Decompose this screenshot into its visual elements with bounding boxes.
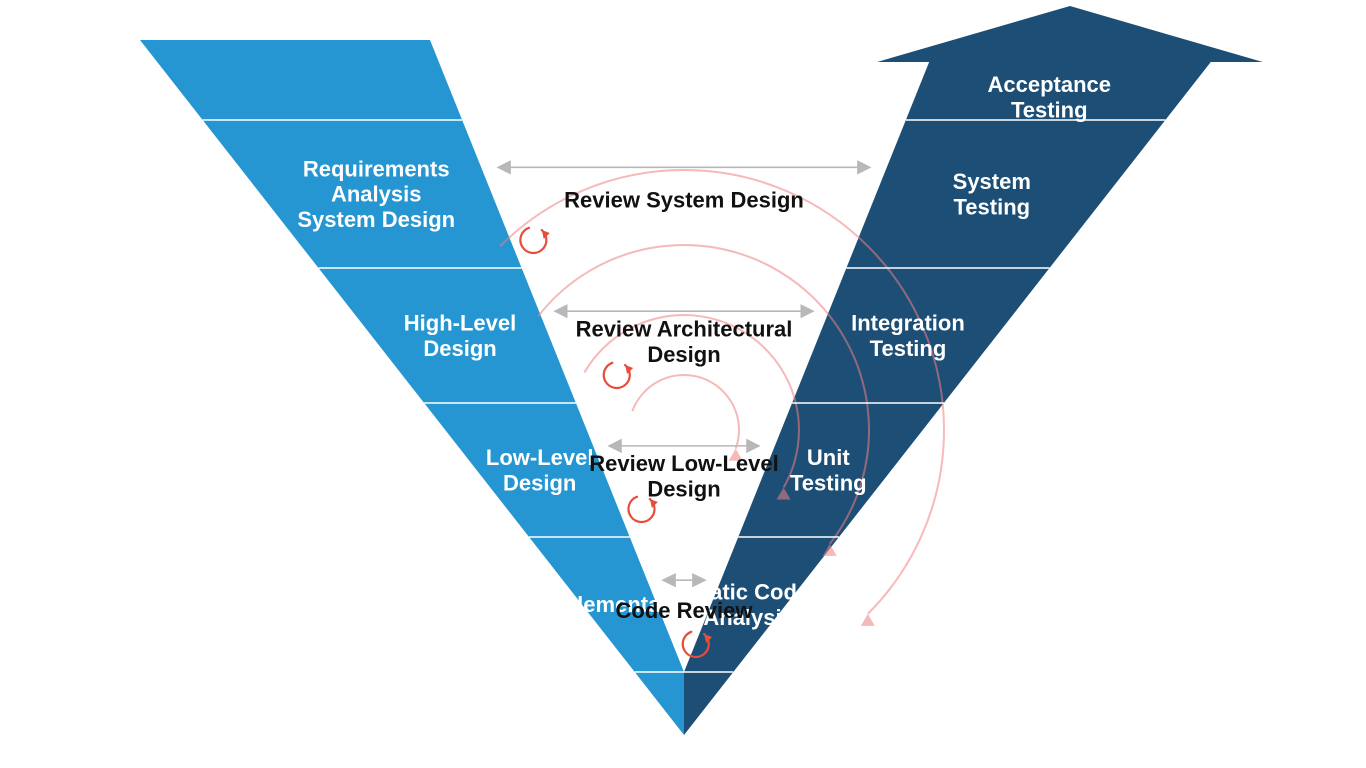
v-model-diagram: RequirementsAnalysisSystem DesignSystemT… — [0, 0, 1366, 768]
center-review-label: Review ArchitecturalDesign — [576, 317, 793, 367]
right-stage-label: SystemTesting — [953, 169, 1031, 219]
left-arm — [140, 40, 684, 735]
center-review-label: Code Review — [616, 598, 754, 623]
loop-icon — [520, 228, 549, 253]
loop-icon — [629, 497, 658, 522]
center-review-label: Review System Design — [564, 188, 804, 213]
center-review-label: Review Low-LevelDesign — [589, 451, 779, 501]
loop-icon — [604, 363, 633, 388]
